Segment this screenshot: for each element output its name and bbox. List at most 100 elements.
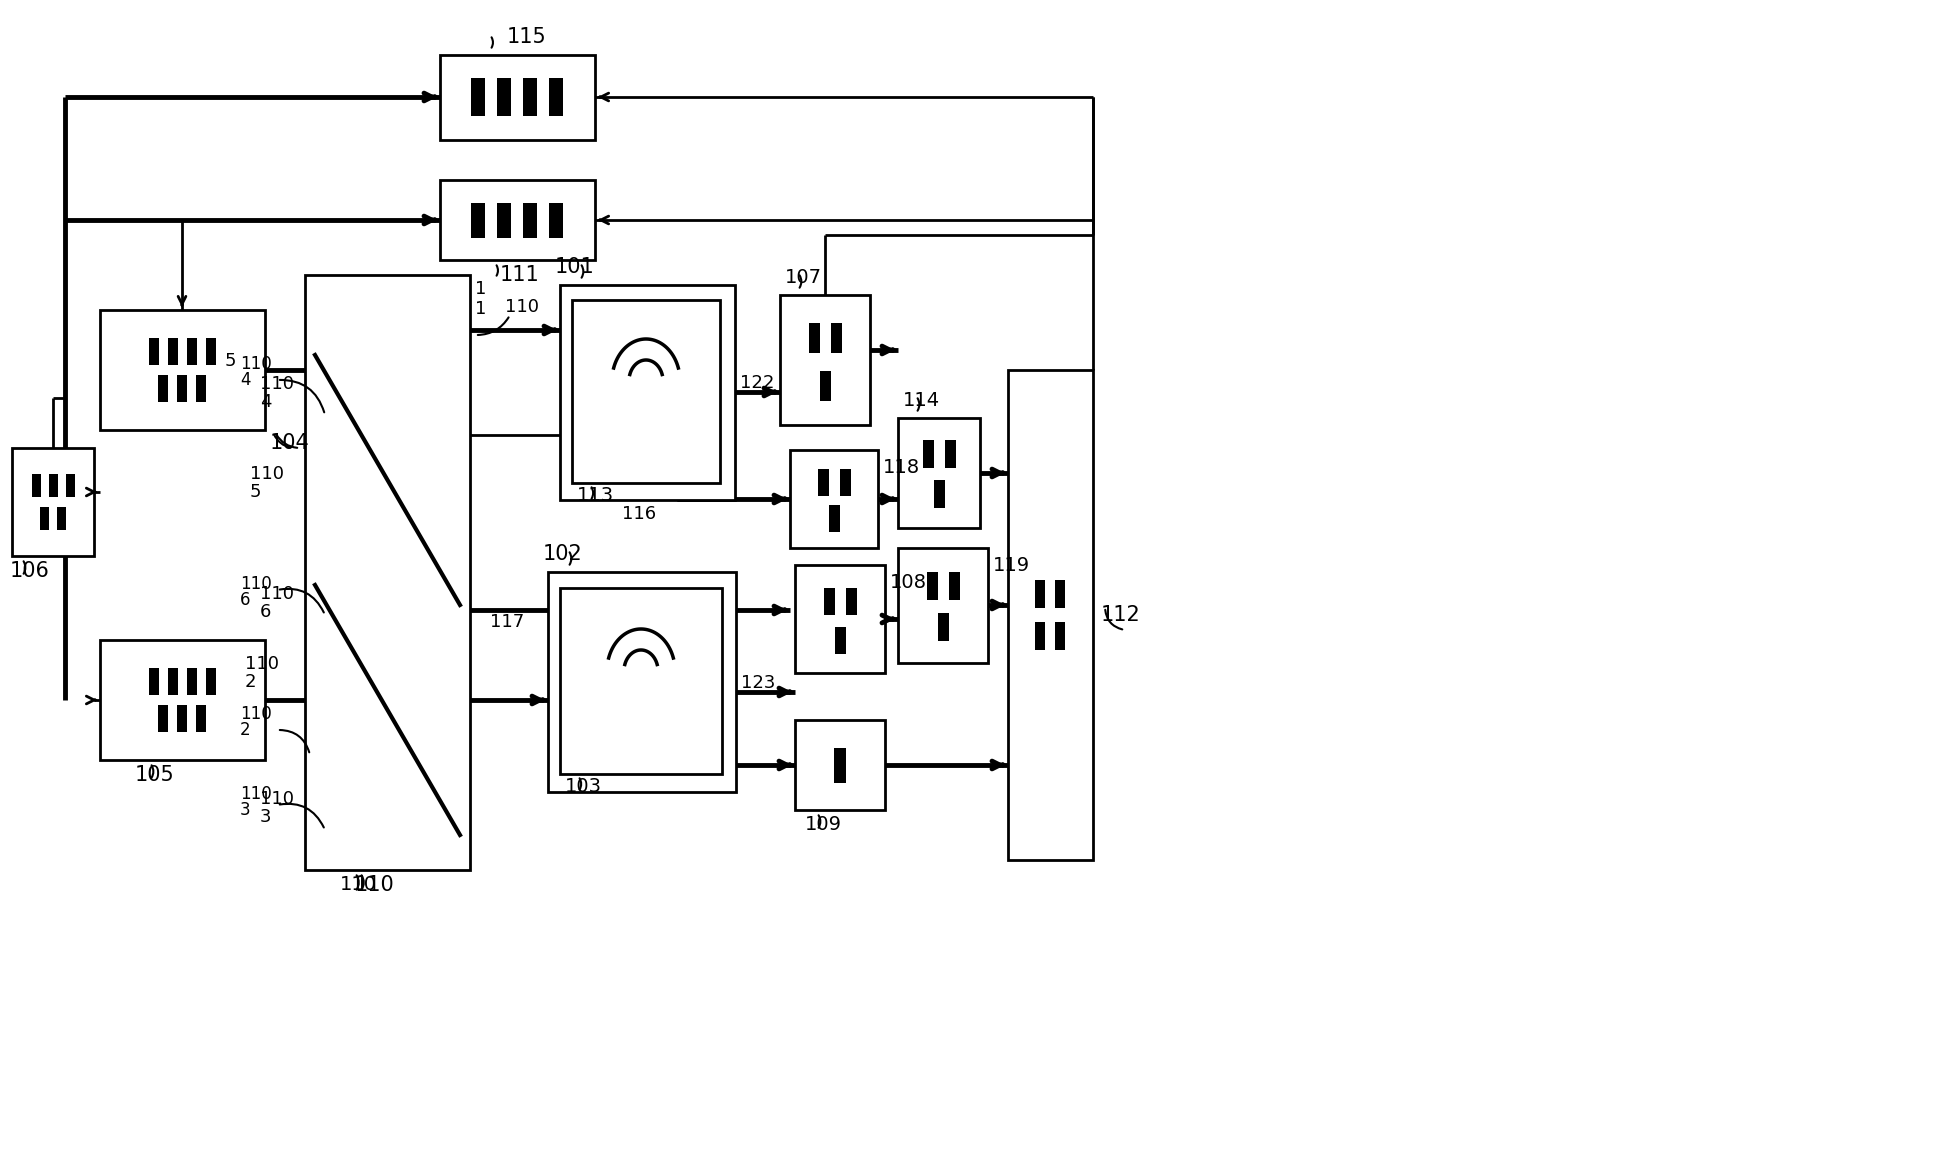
Bar bbox=[523, 202, 537, 238]
Text: 122: 122 bbox=[741, 374, 774, 392]
Text: 6: 6 bbox=[261, 603, 270, 621]
Text: 110: 110 bbox=[245, 656, 278, 673]
Text: 1: 1 bbox=[474, 279, 486, 298]
Bar bbox=[898, 549, 988, 664]
Bar bbox=[65, 474, 74, 497]
Bar bbox=[1054, 622, 1064, 650]
Bar bbox=[809, 323, 819, 353]
Bar bbox=[561, 285, 735, 500]
Bar bbox=[1054, 580, 1064, 608]
Bar bbox=[306, 275, 470, 871]
Bar bbox=[835, 627, 845, 653]
Text: 109: 109 bbox=[806, 815, 843, 834]
Bar bbox=[1035, 622, 1045, 650]
Text: 116: 116 bbox=[621, 505, 657, 523]
Bar bbox=[149, 338, 159, 365]
Text: 2: 2 bbox=[245, 673, 257, 691]
Bar bbox=[206, 668, 216, 695]
Text: 114: 114 bbox=[904, 391, 941, 411]
Text: 113: 113 bbox=[576, 486, 613, 505]
Bar bbox=[206, 338, 216, 365]
Bar bbox=[498, 202, 512, 238]
Bar bbox=[923, 440, 933, 468]
Bar bbox=[1035, 580, 1045, 608]
Text: 107: 107 bbox=[786, 268, 821, 288]
Bar bbox=[439, 181, 596, 260]
Bar bbox=[839, 468, 851, 496]
Text: 118: 118 bbox=[884, 458, 919, 477]
Bar bbox=[470, 202, 484, 238]
Bar bbox=[12, 448, 94, 555]
Text: 123: 123 bbox=[741, 674, 776, 692]
Text: 103: 103 bbox=[564, 777, 602, 796]
Text: 110: 110 bbox=[339, 875, 376, 894]
Bar bbox=[49, 474, 57, 497]
Text: 110: 110 bbox=[261, 790, 294, 808]
Bar bbox=[31, 474, 41, 497]
Bar bbox=[796, 720, 886, 810]
Bar bbox=[196, 705, 206, 733]
Bar bbox=[790, 450, 878, 549]
Text: 115: 115 bbox=[508, 26, 547, 47]
Text: 5: 5 bbox=[225, 352, 237, 370]
Text: 106: 106 bbox=[10, 561, 49, 581]
Bar bbox=[845, 588, 857, 614]
Bar bbox=[167, 338, 178, 365]
Bar bbox=[780, 296, 870, 426]
Text: 110: 110 bbox=[239, 575, 272, 593]
Text: 110: 110 bbox=[251, 465, 284, 483]
Text: 6: 6 bbox=[239, 591, 251, 610]
Text: 104: 104 bbox=[270, 434, 310, 453]
Bar bbox=[823, 588, 835, 614]
Bar bbox=[1007, 370, 1094, 860]
Bar bbox=[945, 440, 956, 468]
Text: 102: 102 bbox=[543, 544, 582, 564]
Bar bbox=[927, 572, 937, 600]
Text: 117: 117 bbox=[490, 613, 523, 631]
Bar bbox=[796, 565, 886, 673]
Text: 1: 1 bbox=[474, 300, 486, 319]
Bar bbox=[100, 310, 265, 430]
Text: 4: 4 bbox=[261, 393, 272, 411]
Bar bbox=[549, 78, 563, 116]
Bar bbox=[937, 613, 949, 641]
Text: 110: 110 bbox=[506, 298, 539, 316]
Bar bbox=[498, 78, 512, 116]
Bar bbox=[523, 78, 537, 116]
Text: 111: 111 bbox=[500, 264, 539, 285]
Bar bbox=[549, 572, 737, 792]
Bar bbox=[470, 78, 484, 116]
Text: 5: 5 bbox=[251, 483, 261, 501]
Bar bbox=[167, 668, 178, 695]
Bar bbox=[949, 572, 960, 600]
Bar bbox=[831, 323, 841, 353]
Text: 108: 108 bbox=[890, 573, 927, 592]
Text: 101: 101 bbox=[555, 256, 594, 277]
Text: 110: 110 bbox=[239, 705, 272, 723]
Text: 110: 110 bbox=[261, 585, 294, 603]
Bar bbox=[933, 480, 945, 508]
Bar bbox=[819, 371, 831, 401]
Text: 110: 110 bbox=[355, 875, 394, 895]
Bar bbox=[186, 338, 196, 365]
Text: 110: 110 bbox=[261, 375, 294, 393]
Text: 2: 2 bbox=[239, 721, 251, 739]
Bar bbox=[159, 705, 169, 733]
Text: 119: 119 bbox=[994, 555, 1031, 575]
Bar bbox=[835, 748, 847, 782]
Text: 105: 105 bbox=[135, 765, 174, 785]
Bar bbox=[572, 300, 719, 483]
Bar bbox=[149, 668, 159, 695]
Bar bbox=[561, 588, 721, 774]
Bar bbox=[100, 641, 265, 760]
Text: 112: 112 bbox=[1102, 605, 1141, 624]
Bar bbox=[39, 507, 49, 530]
Text: 3: 3 bbox=[239, 802, 251, 819]
Text: 4: 4 bbox=[239, 371, 251, 389]
Bar bbox=[829, 505, 839, 531]
Bar bbox=[176, 705, 186, 733]
Bar bbox=[549, 202, 563, 238]
Bar bbox=[176, 375, 186, 402]
Text: 110: 110 bbox=[239, 355, 272, 373]
Text: 3: 3 bbox=[261, 808, 272, 826]
